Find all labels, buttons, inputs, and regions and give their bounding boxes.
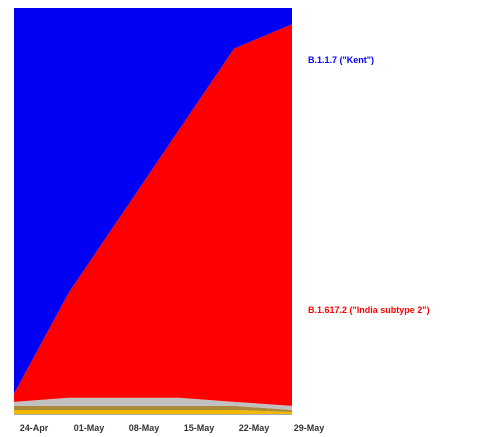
series-labels: B.1.1.7 ("Kent") B.1.617.2 ("India subtyp… [308, 55, 430, 315]
series-label-1: B.1.617.2 ("India subtype 2") [308, 305, 430, 315]
area-series-3 [14, 405, 292, 412]
x-tick-label: 15-May [184, 423, 215, 433]
x-axis-ticks: 24-Apr 01-May 08-May 15-May 22-May 29-May [20, 423, 325, 433]
x-tick-label: 22-May [239, 423, 270, 433]
series-label-0: B.1.1.7 ("Kent") [308, 55, 374, 65]
x-tick-label: 01-May [74, 423, 105, 433]
x-tick-label: 08-May [129, 423, 160, 433]
area-series-2 [14, 397, 292, 410]
x-tick-label: 24-Apr [20, 423, 49, 433]
area-series-4 [14, 409, 292, 414]
area-series-1 [14, 24, 292, 406]
x-tick-label: 29-May [294, 423, 325, 433]
area-series-0 [14, 8, 292, 394]
stacked-areas [14, 8, 292, 414]
